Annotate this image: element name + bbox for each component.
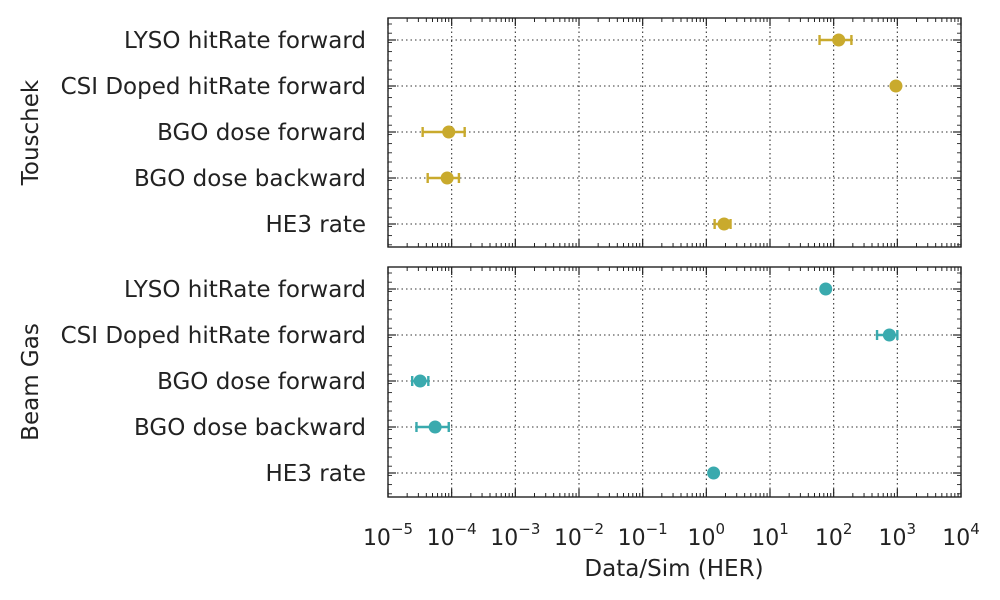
- panel-touschek: LYSO hitRate forward CSI Doped hitRate fo…: [18, 17, 962, 248]
- data-point: [440, 171, 454, 185]
- data-point: [889, 79, 903, 93]
- x-tick-label: 100: [688, 520, 726, 551]
- y-tick-label: CSI Doped hitRate forward: [61, 74, 366, 100]
- data-point: [707, 466, 721, 480]
- y-tick-label: LYSO hitRate forward: [124, 277, 366, 303]
- x-tick-label: 101: [751, 520, 789, 551]
- y-tick-label: BGO dose forward: [157, 369, 366, 395]
- y-tick-label: HE3 rate: [266, 461, 367, 487]
- x-axis-title: Data/Sim (HER): [584, 556, 763, 582]
- data-point: [413, 374, 427, 388]
- x-tick-label: 10−3: [490, 520, 540, 551]
- data-point: [819, 282, 833, 296]
- y-tick-label: LYSO hitRate forward: [124, 28, 366, 54]
- data-point: [832, 33, 846, 47]
- x-tick-label: 10−1: [618, 520, 668, 551]
- y-tick-label: BGO dose forward: [157, 120, 366, 146]
- panel-beam-gas: LYSO hitRate forward CSI Doped hitRate fo…: [18, 266, 962, 498]
- x-tick-labels: 10−5 10−4 10−3 10−2 10−1 100 101 102 103 104: [363, 520, 980, 551]
- x-tick-label: 103: [879, 520, 917, 551]
- panel-frame: [387, 17, 962, 248]
- x-tick-label: 10−4: [427, 520, 477, 551]
- data-point: [428, 420, 442, 434]
- x-tick-label: 10−5: [363, 520, 413, 551]
- y-tick-label: CSI Doped hitRate forward: [61, 323, 366, 349]
- x-tick-label: 102: [815, 520, 853, 551]
- data-point: [442, 125, 456, 139]
- y-tick-label: BGO dose backward: [134, 166, 366, 192]
- panel-ylabel: Beam Gas: [18, 323, 44, 441]
- panel-frame: [387, 266, 962, 498]
- data-point: [717, 217, 731, 231]
- panel-ylabel: Touschek: [18, 79, 44, 186]
- y-tick-label: HE3 rate: [266, 212, 367, 238]
- x-tick-label: 10−2: [554, 520, 604, 551]
- data-point: [882, 328, 896, 342]
- y-tick-label: BGO dose backward: [134, 415, 366, 441]
- x-tick-label: 104: [942, 520, 980, 551]
